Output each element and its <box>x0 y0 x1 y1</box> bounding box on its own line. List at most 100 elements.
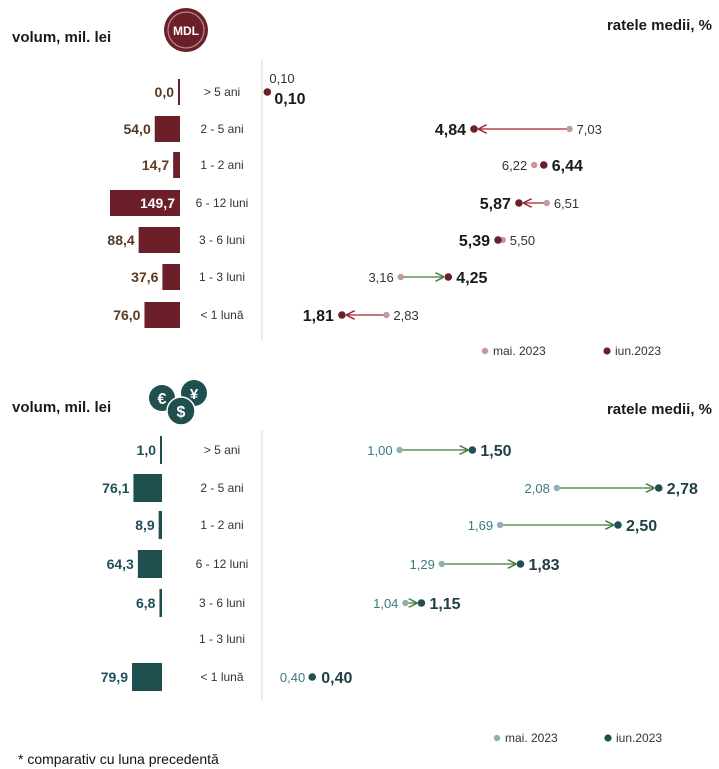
volume-bar <box>133 474 162 502</box>
tenor-label: 3 - 6 luni <box>199 596 245 610</box>
tenor-label: 1 - 3 luni <box>199 270 245 284</box>
volume-value-label: 54,0 <box>123 121 150 137</box>
fx-panel: 1,0 > 5 ani 1,00 1,50 76,1 2 - 5 ani 2,08 2,78 8… <box>101 430 698 745</box>
tenor-label: 6 - 12 luni <box>196 557 249 571</box>
prev-rate-dot <box>383 311 390 319</box>
curr-rate-label: 1,83 <box>528 557 559 574</box>
chart-row: 14,7 1 - 2 ani 6,22 6,44 <box>142 152 583 178</box>
prev-rate-label: 3,16 <box>368 270 393 285</box>
prev-rate-label: 5,50 <box>510 233 535 248</box>
volume-value-label: 8,9 <box>135 517 155 533</box>
tenor-label: 2 - 5 ani <box>200 481 243 495</box>
chart-row: 54,0 2 - 5 ani 4,84 7,03 <box>123 116 602 142</box>
curr-rate-label: 1,15 <box>429 596 460 613</box>
chart-row: 37,6 1 - 3 luni 3,16 4,25 <box>131 264 488 290</box>
curr-rate-label: 2,78 <box>667 481 698 498</box>
prev-rate-dot <box>530 161 538 169</box>
curr-rate-dot <box>539 161 548 169</box>
legend-prev-label: mai. 2023 <box>505 731 558 745</box>
prev-rate-dot <box>397 273 404 281</box>
curr-rate-dot <box>516 560 525 568</box>
curr-rate-label: 4,84 <box>435 122 466 139</box>
prev-rate-dot <box>438 560 446 568</box>
mdl-badge-text: MDL <box>173 24 199 38</box>
curr-rate-dot <box>515 199 523 207</box>
prev-rate-label: 2,08 <box>525 481 550 496</box>
curr-rate-label: 6,44 <box>552 158 583 175</box>
tenor-label: 1 - 2 ani <box>200 158 243 172</box>
chart-row: 149,7 6 - 12 luni 5,87 6,51 <box>110 190 579 216</box>
rates-axis-label-mdl: ratele medii, % <box>607 17 712 34</box>
curr-rate-dot <box>654 484 663 492</box>
chart-row: 1 - 3 luni <box>199 632 245 646</box>
volume-value-label: 76,1 <box>102 480 129 496</box>
volume-value-label: 0,0 <box>155 84 175 100</box>
curr-rate-label: 0,10 <box>274 91 305 108</box>
currency-coins-icon: € ¥ $ <box>149 380 207 426</box>
legend: mai. 2023 iun.2023 <box>493 731 662 745</box>
volume-bar <box>178 79 180 105</box>
tenor-label: 1 - 3 luni <box>199 632 245 646</box>
curr-rate-label: 0,40 <box>321 670 352 687</box>
tenor-label: 3 - 6 luni <box>199 233 245 247</box>
volume-bar <box>162 264 180 290</box>
curr-rate-label: 5,39 <box>459 233 490 250</box>
chart-row: 0,0 > 5 ani 0,10 0,10 <box>155 71 306 108</box>
prev-rate-dot <box>402 599 409 607</box>
legend-prev-label: mai. 2023 <box>493 344 546 358</box>
legend-prev-swatch <box>493 734 501 742</box>
prev-rate-label: 1,00 <box>367 443 392 458</box>
prev-rate-label: 0,40 <box>280 670 305 685</box>
prev-rate-label: 1,69 <box>468 518 493 533</box>
volume-bar <box>110 190 180 216</box>
volume-bar <box>137 550 162 578</box>
curr-rate-label: 1,50 <box>480 443 511 460</box>
chart-row: 76,0 < 1 lună 1,81 2,83 <box>113 302 419 328</box>
tenor-label: > 5 ani <box>204 443 240 457</box>
svg-text:€: € <box>158 391 167 408</box>
volume-bar <box>138 227 180 253</box>
tenor-label: 6 - 12 luni <box>196 196 249 210</box>
volume-axis-label-fx: volum, mil. lei <box>12 399 111 416</box>
curr-rate-dot <box>468 446 477 454</box>
tenor-label: 1 - 2 ani <box>200 518 243 532</box>
curr-rate-label: 1,81 <box>303 308 334 325</box>
curr-rate-label: 2,50 <box>626 518 657 535</box>
curr-rate-dot <box>470 125 478 133</box>
curr-rate-label: 5,87 <box>480 196 511 213</box>
legend-curr-swatch <box>604 734 612 742</box>
volume-value-label: 64,3 <box>107 556 134 572</box>
volume-value-label: 149,7 <box>140 195 175 211</box>
legend-curr-label: iun.2023 <box>615 344 661 358</box>
curr-rate-dot <box>417 599 426 607</box>
volume-bar <box>159 589 162 617</box>
curr-rate-dot <box>444 273 453 281</box>
volume-bar <box>173 152 180 178</box>
legend-curr-label: iun.2023 <box>616 731 662 745</box>
tenor-label: 2 - 5 ani <box>200 122 243 136</box>
prev-rate-dot <box>553 484 561 492</box>
chart-row: 76,1 2 - 5 ani 2,08 2,78 <box>102 474 698 502</box>
volume-axis-label-mdl: volum, mil. lei <box>12 29 111 46</box>
prev-rate-label: 1,29 <box>410 557 435 572</box>
volume-value-label: 37,6 <box>131 269 158 285</box>
svg-text:¥: ¥ <box>190 386 199 403</box>
mdl-coin-icon: MDL <box>164 8 208 52</box>
chart-row: 88,4 3 - 6 luni 5,39 5,50 <box>107 227 535 253</box>
tenor-label: < 1 lună <box>200 670 243 684</box>
volume-value-label: 76,0 <box>113 307 140 323</box>
chart-row: 64,3 6 - 12 luni 1,29 1,83 <box>107 550 560 578</box>
mdl-panel: 0,0 > 5 ani 0,10 0,10 54,0 2 - 5 ani 4,84 7,03 1… <box>107 60 661 358</box>
prev-rate-label: 7,03 <box>577 122 602 137</box>
curr-rate-label: 4,25 <box>456 270 487 287</box>
curr-rate-dot <box>263 88 272 96</box>
volume-value-label: 1,0 <box>137 442 157 458</box>
rates-axis-label-fx: ratele medii, % <box>607 401 712 418</box>
curr-rate-dot <box>338 311 346 319</box>
chart-row: 6,8 3 - 6 luni 1,04 1,15 <box>136 589 461 617</box>
tenor-label: > 5 ani <box>204 85 240 99</box>
prev-rate-dot <box>566 125 573 133</box>
volume-value-label: 79,9 <box>101 669 128 685</box>
chart-row: 1,0 > 5 ani 1,00 1,50 <box>137 436 512 464</box>
